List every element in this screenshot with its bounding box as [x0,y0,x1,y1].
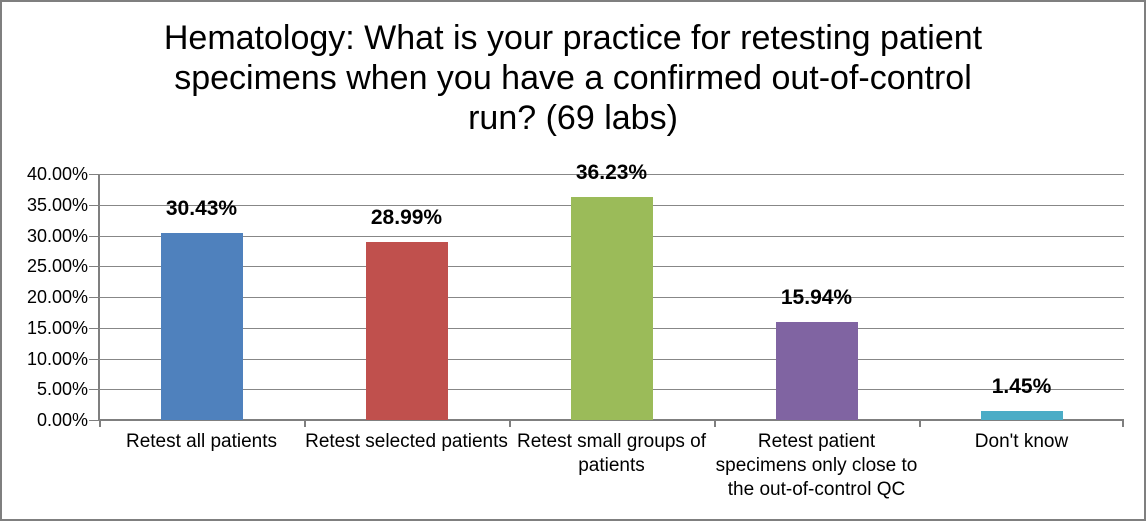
bar-5 [980,411,1063,420]
y-axis-tick [89,235,99,237]
x-category-label-line: Retest patient [757,431,876,452]
y-axis-tick [89,389,99,391]
bar-3 [570,197,653,420]
gridline [99,174,1124,175]
x-axis-tick [304,420,306,427]
y-tick-label: 30.00% [26,225,88,246]
bar-value-label: 36.23% [575,161,648,185]
bar-value-label: 1.45% [991,375,1052,399]
y-axis-tick [89,204,99,206]
bar-value-label: 15.94% [780,285,853,309]
chart-title: Hematology: What is your practice for re… [2,18,1144,138]
x-category-label-line: specimens only close to [715,455,918,476]
chart-title-line-1: Hematology: What is your practice for re… [163,19,983,57]
chart-title-line-3: run? (69 labs) [468,99,678,137]
y-axis-tick [89,297,99,298]
y-tick-label: 10.00% [26,348,88,369]
x-category-label: Retest selected patients [299,430,514,454]
x-category-label: Retest small groups of patients [504,430,719,478]
y-axis-tick [89,327,99,329]
x-category-label-line: Retest all patients [125,431,278,452]
y-axis-tick [89,358,99,360]
x-category-label-line: Don't know [974,431,1069,452]
bar-2 [365,241,448,420]
x-axis-tick [99,420,101,427]
y-tick-label: 5.00% [36,379,88,400]
x-category-label: Retest patient specimens only close to the… [709,430,924,502]
y-tick-label: 35.00% [26,194,88,215]
x-axis-line [99,419,1124,421]
y-tick-label: 40.00% [26,164,88,184]
x-axis-tick [919,420,921,427]
bar-value-label: 30.43% [165,196,238,220]
y-tick-label: 15.00% [26,317,88,338]
x-category-label-line: Retest selected patients [305,431,508,452]
bar-value-label: 28.99% [370,205,443,229]
x-category-label-line: the out-of-control QC [727,479,906,500]
y-axis-tick [89,266,99,268]
chart-title-line-2: specimens when you have a confirmed out-… [174,59,972,97]
bar-1 [160,232,243,420]
y-tick-label: 0.00% [36,410,88,430]
x-axis-tick [1122,420,1124,427]
y-tick-label: 25.00% [26,256,88,277]
bar-4 [775,321,858,420]
x-category-label: Don't know [914,430,1129,454]
y-axis-tick [89,420,99,421]
x-category-label: Retest all patients [94,430,309,454]
y-tick-label: 20.00% [26,287,88,307]
x-category-label-line: Retest small groups of [516,431,707,452]
plot-area: 30.43% 28.99% 36.23% 15.94% 1.45% [89,161,1124,427]
y-axis-tick [89,174,99,175]
x-axis-tick [509,420,511,427]
x-category-label-line: patients [578,455,645,476]
x-axis-tick [714,420,716,427]
